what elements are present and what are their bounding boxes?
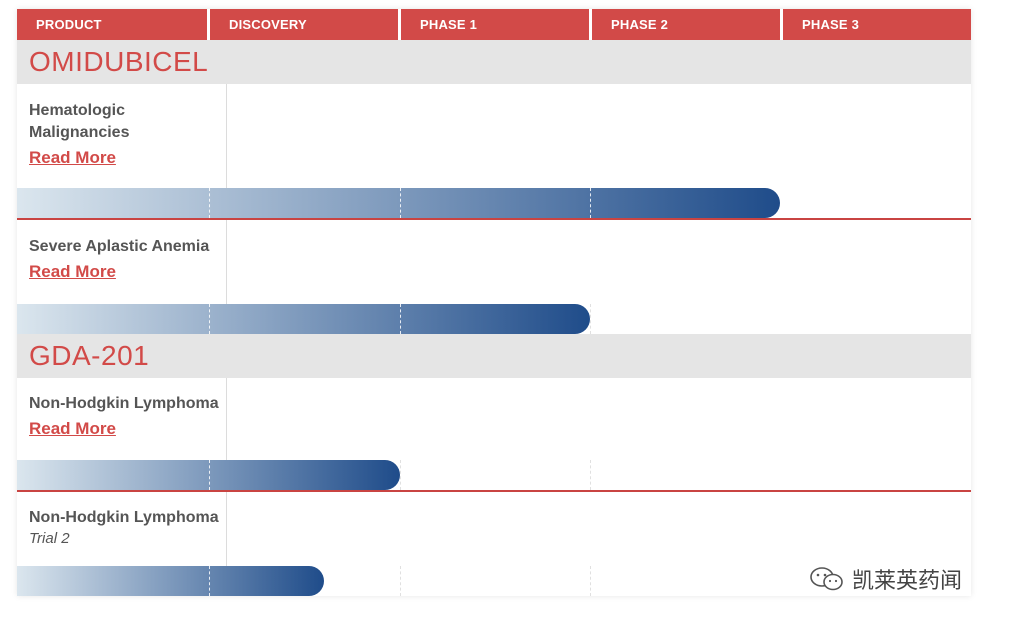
bar-stage-separator <box>209 304 210 334</box>
pipeline-chart: PRODUCT DISCOVERY PHASE 1 PHASE 2 PHASE 3 OM… <box>17 9 971 596</box>
read-more-link[interactable]: Read More <box>29 148 116 167</box>
program-row: Hematologic Malignancies Read More <box>17 84 971 220</box>
header-col-phase-2: PHASE 2 <box>592 9 780 40</box>
indication-label: Severe Aplastic Anemia <box>29 238 210 255</box>
header-col-phase-3: PHASE 3 <box>783 9 971 40</box>
indication-label: Malignancies <box>29 124 130 141</box>
column-divider <box>226 220 227 304</box>
progress-track <box>17 566 971 596</box>
read-more-link[interactable]: Read More <box>29 419 116 438</box>
row-divider <box>17 218 971 220</box>
bar-stage-separator <box>400 188 401 218</box>
stage-separator <box>590 460 591 490</box>
bar-stage-separator <box>400 304 401 334</box>
bar-stage-separator <box>209 460 210 490</box>
product-name: OMIDUBICEL <box>29 46 209 77</box>
column-divider <box>226 378 227 460</box>
column-divider <box>226 492 227 566</box>
header-col-phase-1: PHASE 1 <box>401 9 589 40</box>
program-info: Hematologic Malignancies Read More <box>29 100 129 168</box>
header-col-discovery: DISCOVERY <box>210 9 398 40</box>
program-info: Non-Hodgkin Lymphoma Read More <box>29 393 219 439</box>
progress-bar <box>17 460 400 490</box>
stage-separator <box>590 304 591 334</box>
bar-stage-separator <box>590 188 591 218</box>
bar-stage-separator <box>209 566 210 596</box>
progress-bar <box>17 188 780 218</box>
product-band: GDA-201 <box>17 334 971 378</box>
indication-label: Non-Hodgkin Lymphoma <box>29 509 219 526</box>
row-divider <box>17 490 971 492</box>
pipeline-header: PRODUCT DISCOVERY PHASE 1 PHASE 2 PHASE 3 <box>17 9 971 40</box>
read-more-link[interactable]: Read More <box>29 262 116 281</box>
bar-stage-separator <box>209 188 210 218</box>
stage-separator <box>400 566 401 596</box>
program-row: Severe Aplastic Anemia Read More <box>17 220 971 334</box>
progress-track <box>17 188 971 218</box>
indication-label: Non-Hodgkin Lymphoma <box>29 395 219 412</box>
indication-label: Hematologic <box>29 102 126 119</box>
watermark-text: 凯莱英药闻 <box>852 569 963 594</box>
column-divider <box>226 84 227 188</box>
progress-bar <box>17 566 324 596</box>
program-info: Non-Hodgkin Lymphoma Trial 2 <box>29 507 219 549</box>
program-row: Non-Hodgkin Lymphoma Trial 2 <box>17 492 971 596</box>
product-band: OMIDUBICEL <box>17 40 971 84</box>
product-name: GDA-201 <box>29 340 150 371</box>
indication-subtitle: Trial 2 <box>29 530 70 547</box>
stage-separator <box>400 460 401 490</box>
program-info: Severe Aplastic Anemia Read More <box>29 236 209 282</box>
progress-bar <box>17 304 590 334</box>
watermark: 凯莱英药闻 <box>808 563 962 595</box>
progress-track <box>17 304 971 334</box>
progress-track <box>17 460 971 490</box>
stage-separator <box>590 566 591 596</box>
program-row: Non-Hodgkin Lymphoma Read More <box>17 378 971 492</box>
header-col-product: PRODUCT <box>17 9 207 40</box>
wechat-icon <box>810 567 843 591</box>
